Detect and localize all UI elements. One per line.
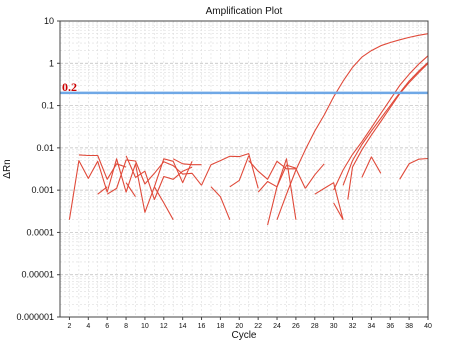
x-tick-label: 30 [330, 323, 338, 330]
y-tick-label: 0.00001 [21, 270, 54, 280]
series-5-line-6 [125, 182, 136, 198]
series-4-line-3 [201, 153, 259, 189]
x-tick-label: 32 [349, 323, 357, 330]
series-4-line-7 [399, 157, 429, 180]
series-4-line-4 [248, 160, 306, 189]
series-5-line-4 [304, 163, 325, 189]
x-axis-title: Cycle [231, 330, 256, 341]
x-tick-label: 18 [217, 323, 225, 330]
y-tick-label: 0.000001 [16, 312, 54, 322]
series-5-line-5 [361, 156, 382, 178]
series-4-line-2 [125, 155, 193, 201]
x-tick-label: 8 [124, 323, 128, 330]
series-3-line-0 [347, 62, 429, 200]
series-5-line-2 [229, 155, 250, 188]
x-tick-label: 6 [105, 323, 109, 330]
series-5-line-9 [97, 186, 108, 195]
series-2-line-0 [342, 61, 429, 186]
x-tick-label: 2 [67, 323, 71, 330]
x-tick-label: 24 [273, 323, 281, 330]
series-4-line-0 [68, 158, 193, 220]
x-tick-label: 20 [235, 323, 243, 330]
series-5-line-0 [78, 154, 127, 180]
plot-frame [59, 20, 429, 318]
x-tick-label: 10 [141, 323, 149, 330]
series-4-line-1 [106, 159, 202, 195]
series-5-line-1 [172, 158, 202, 166]
y-tick-label: 0.001 [31, 185, 54, 195]
x-tick-label: 12 [160, 323, 168, 330]
x-tick-label: 26 [292, 323, 300, 330]
x-tick-label: 40 [424, 323, 432, 330]
threshold-group: 0.2 [60, 80, 428, 95]
chart-title: Amplification Plot [206, 6, 283, 17]
x-axis-ticks: 2 4 6 8 10 12 14 16 18 20 22 24 26 28 30 32 34 36 38 40 [67, 317, 432, 330]
y-axis-ticks: 10 1 0.1 0.01 0.001 0.0001 0.00001 0.000001 [16, 16, 60, 322]
series-4-line-6 [314, 182, 344, 220]
x-tick-label: 22 [254, 323, 262, 330]
x-tick-label: 36 [386, 323, 394, 330]
series-5-line-3 [267, 164, 297, 226]
y-tick-label: 0.01 [36, 143, 54, 153]
y-tick-label: 1 [49, 58, 54, 68]
y-tick-label: 0.1 [41, 101, 54, 111]
series-5-line-7 [210, 186, 231, 220]
y-axis-title: ΔRn [2, 159, 13, 178]
y-tick-label: 10 [44, 16, 54, 26]
y-tick-label: 0.0001 [26, 227, 54, 237]
series-5-line-8 [153, 186, 174, 220]
series-group [68, 33, 429, 226]
series-1-line-0 [333, 55, 429, 191]
series-5-line-10 [333, 202, 344, 220]
x-tick-label: 34 [367, 323, 375, 330]
x-tick-label: 38 [405, 323, 413, 330]
series-0-line-0 [276, 33, 429, 220]
x-tick-label: 4 [86, 323, 90, 330]
x-tick-label: 14 [179, 323, 187, 330]
x-tick-label: 16 [198, 323, 206, 330]
x-tick-label: 28 [311, 323, 319, 330]
threshold-label: 0.2 [62, 80, 77, 94]
